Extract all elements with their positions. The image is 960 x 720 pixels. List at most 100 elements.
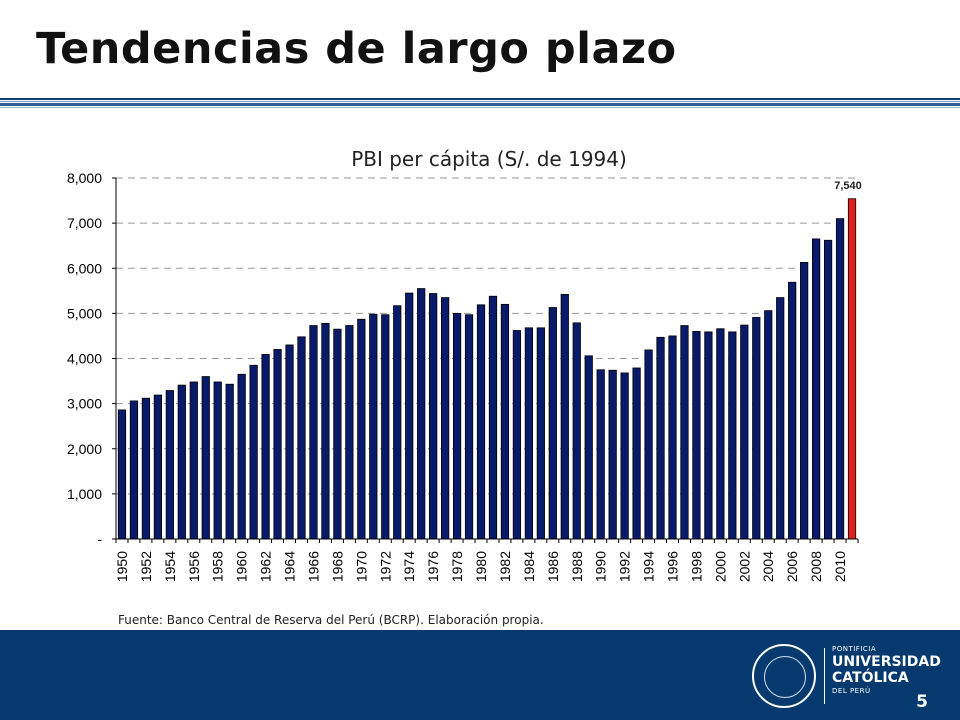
x-tick-label: 1954 bbox=[162, 551, 178, 582]
bar-1997 bbox=[680, 325, 689, 540]
bar-1973 bbox=[393, 305, 402, 540]
x-tick-label: 1998 bbox=[688, 551, 704, 582]
x-tick-label: 2004 bbox=[760, 551, 776, 582]
university-seal-icon bbox=[752, 644, 816, 708]
bar-1955 bbox=[177, 384, 186, 540]
x-tick-label: 2006 bbox=[784, 551, 800, 582]
logo-line-1: PONTIFICIA bbox=[832, 645, 877, 653]
y-tick-label: 3,000 bbox=[67, 396, 102, 412]
bar-2004 bbox=[764, 310, 773, 540]
x-tick-label: 1978 bbox=[449, 551, 465, 582]
bar-1998 bbox=[692, 331, 701, 540]
x-tick-label: 1982 bbox=[497, 551, 513, 582]
bar-1982 bbox=[500, 303, 510, 540]
bar-1971 bbox=[369, 313, 378, 540]
bar-1981 bbox=[488, 295, 498, 540]
bar-2003 bbox=[752, 317, 761, 540]
logo-line-4: DEL PERÚ bbox=[832, 687, 871, 695]
bar-1979 bbox=[464, 314, 474, 540]
bar-1988 bbox=[572, 322, 581, 540]
y-tick-label: - bbox=[97, 531, 102, 547]
x-tick-label: 1960 bbox=[234, 551, 250, 582]
y-axis: - 1,000 2,000 3,000 4,000 5,000 6,000 7,000 8,00… bbox=[67, 170, 117, 547]
x-tick-label: 1990 bbox=[593, 551, 609, 582]
bar-1952 bbox=[141, 397, 151, 540]
bar-1970 bbox=[357, 318, 366, 540]
y-tick-label: 7,000 bbox=[67, 215, 102, 231]
bar-1957 bbox=[201, 376, 210, 540]
bar-1964 bbox=[285, 344, 294, 540]
bar-1974 bbox=[405, 292, 414, 540]
x-tick-label: 1984 bbox=[521, 551, 537, 582]
bar-2005 bbox=[776, 297, 785, 540]
bar-1950 bbox=[117, 409, 127, 540]
data-label-2011: 7,540 bbox=[834, 180, 862, 192]
bar-1961 bbox=[249, 364, 258, 540]
x-tick-label: 1968 bbox=[329, 551, 345, 582]
bar-1962 bbox=[261, 354, 270, 540]
chart-title: PBI per cápita (S/. de 1994) bbox=[351, 147, 627, 171]
bar-1975 bbox=[417, 288, 426, 540]
x-tick-label: 1952 bbox=[138, 551, 154, 582]
x-tick-label: 1956 bbox=[186, 551, 202, 582]
x-tick-label: 1966 bbox=[305, 551, 321, 582]
logo-line-3: CATÓLICA bbox=[832, 670, 909, 686]
bar-1999 bbox=[704, 331, 713, 540]
x-tick-label: 2008 bbox=[808, 551, 824, 582]
bar-1968 bbox=[333, 328, 342, 540]
bar-1976 bbox=[429, 293, 438, 540]
header-rule bbox=[0, 98, 960, 100]
x-tick-label: 1964 bbox=[282, 551, 298, 582]
x-tick-label: 2000 bbox=[712, 551, 728, 582]
y-tick-label: 1,000 bbox=[67, 486, 102, 502]
x-tick-label: 1976 bbox=[425, 551, 441, 582]
header-rule-light bbox=[0, 107, 960, 108]
bar-1966 bbox=[309, 325, 318, 540]
y-tick-label: 4,000 bbox=[67, 351, 102, 367]
bar-1967 bbox=[321, 322, 330, 540]
bar-2008 bbox=[812, 238, 821, 540]
x-tick-label: 2002 bbox=[736, 551, 752, 582]
bar-1953 bbox=[153, 394, 162, 540]
annotations: 7,540 bbox=[834, 180, 862, 192]
x-tick-label: 1988 bbox=[569, 551, 585, 582]
header-rule-thick bbox=[0, 103, 960, 106]
bar-1993 bbox=[632, 367, 641, 540]
bar-1987 bbox=[560, 294, 569, 540]
bar-2001 bbox=[728, 331, 737, 540]
bar-2010 bbox=[835, 218, 845, 540]
gdp-per-capita-chart: PBI per cápita (S/. de 1994) - 1,000 2,000… bbox=[67, 147, 862, 582]
bar-2011 bbox=[847, 198, 857, 540]
bar-1960 bbox=[237, 373, 246, 540]
bar-1951 bbox=[129, 400, 139, 540]
bar-1954 bbox=[165, 390, 174, 540]
bar-1978 bbox=[452, 312, 462, 540]
x-tick-label: 1958 bbox=[210, 551, 226, 582]
bar-1969 bbox=[345, 325, 354, 540]
bar-1965 bbox=[297, 336, 306, 540]
y-tick-label: 6,000 bbox=[67, 260, 102, 276]
x-tick-label: 1986 bbox=[545, 551, 561, 582]
x-tick-label: 1994 bbox=[641, 551, 657, 582]
source-note: Fuente: Banco Central de Reserva del Per… bbox=[118, 613, 544, 627]
bar-1980 bbox=[476, 304, 486, 540]
bar-1989 bbox=[584, 355, 593, 540]
x-tick-label: 1980 bbox=[473, 551, 489, 582]
bar-2006 bbox=[788, 281, 797, 540]
y-tick-label: 5,000 bbox=[67, 305, 102, 321]
x-tick-label: 2010 bbox=[832, 551, 848, 582]
x-tick-label: 1992 bbox=[617, 551, 633, 582]
bar-1959 bbox=[225, 383, 234, 540]
bars bbox=[117, 198, 857, 540]
bar-1995 bbox=[656, 336, 665, 540]
x-tick-label: 1974 bbox=[401, 551, 417, 582]
x-axis: 1950 1952 1954 1956 1958 1960 1962 1964 1966 1968… bbox=[114, 538, 859, 582]
bar-1956 bbox=[189, 381, 198, 540]
bar-1996 bbox=[668, 335, 677, 540]
bar-1991 bbox=[608, 369, 617, 540]
bar-2002 bbox=[740, 324, 749, 540]
bar-1972 bbox=[381, 314, 390, 540]
bar-1963 bbox=[273, 349, 282, 540]
bar-1984 bbox=[524, 327, 533, 540]
y-tick-label: 8,000 bbox=[67, 170, 102, 186]
